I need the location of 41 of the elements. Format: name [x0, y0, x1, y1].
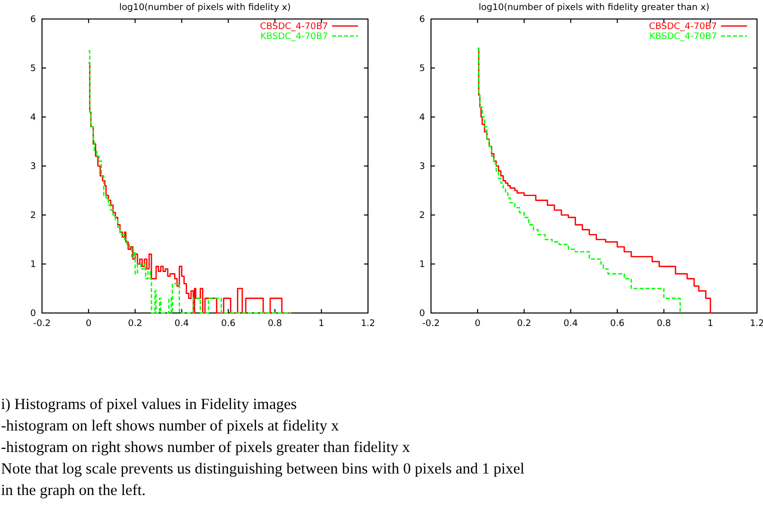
text: -histogram on right shows number of pixels greater than fidelity x	[1, 439, 410, 456]
x-tick-label: 0.8	[656, 319, 672, 329]
y-tick-label: 3	[30, 162, 36, 172]
y-tick-label: 3	[419, 162, 425, 172]
text: i) Histograms of pixel values in Fidelity images	[1, 396, 297, 413]
legend-label: CBSDC_4-70B7	[260, 22, 328, 32]
y-tick-label: 6	[30, 15, 36, 25]
x-tick-label: 1.2	[360, 319, 376, 329]
y-tick-label: 4	[419, 113, 426, 123]
text: in the graph on the left.	[1, 482, 146, 499]
x-tick-label: 1.2	[750, 319, 763, 329]
chart-title: log10(number of pixels with fidelity greater than x)	[478, 3, 710, 13]
x-tick-label: -0.2	[33, 319, 51, 329]
y-tick-label: 1	[419, 260, 425, 270]
legend-label: CBSDC_4-70B7	[648, 22, 717, 32]
x-tick-label: 0.4	[564, 319, 578, 329]
x-tick-label: 0.8	[268, 319, 282, 329]
y-tick-label: 5	[419, 64, 425, 74]
y-tick-label: 4	[30, 113, 36, 123]
y-tick-label: 0	[419, 309, 426, 319]
y-tick-label: 6	[419, 15, 426, 25]
x-tick-label: 0.6	[221, 319, 236, 329]
x-tick-label: -0.2	[422, 319, 440, 329]
y-tick-label: 1	[30, 260, 36, 270]
x-tick-label: 0.2	[516, 319, 532, 329]
x-tick-label: 1	[318, 319, 324, 329]
x-tick-label: 0	[474, 319, 481, 329]
text: Note that log scale prevents us distinguishing between bins with 0 pixels and 1 pixel	[1, 460, 524, 478]
y-tick-label: 0	[30, 309, 36, 319]
x-tick-label: 0.4	[174, 319, 190, 329]
chart-title: log10(number of pixels with fidelity x)	[119, 3, 291, 13]
text: -histogram on left shows number of pixels at fidelity x	[1, 418, 340, 434]
y-tick-label: 5	[30, 64, 36, 74]
x-tick-label: 0	[86, 319, 92, 329]
x-tick-label: 1	[708, 319, 714, 329]
x-tick-label: 0.2	[128, 319, 142, 329]
x-tick-label: 0.6	[610, 319, 625, 329]
legend-label: KBSDC_4-70B7	[260, 32, 328, 42]
y-tick-label: 2	[419, 211, 425, 221]
legend-label: KBSDC_4-70B7	[649, 32, 717, 42]
y-tick-label: 2	[30, 211, 36, 221]
